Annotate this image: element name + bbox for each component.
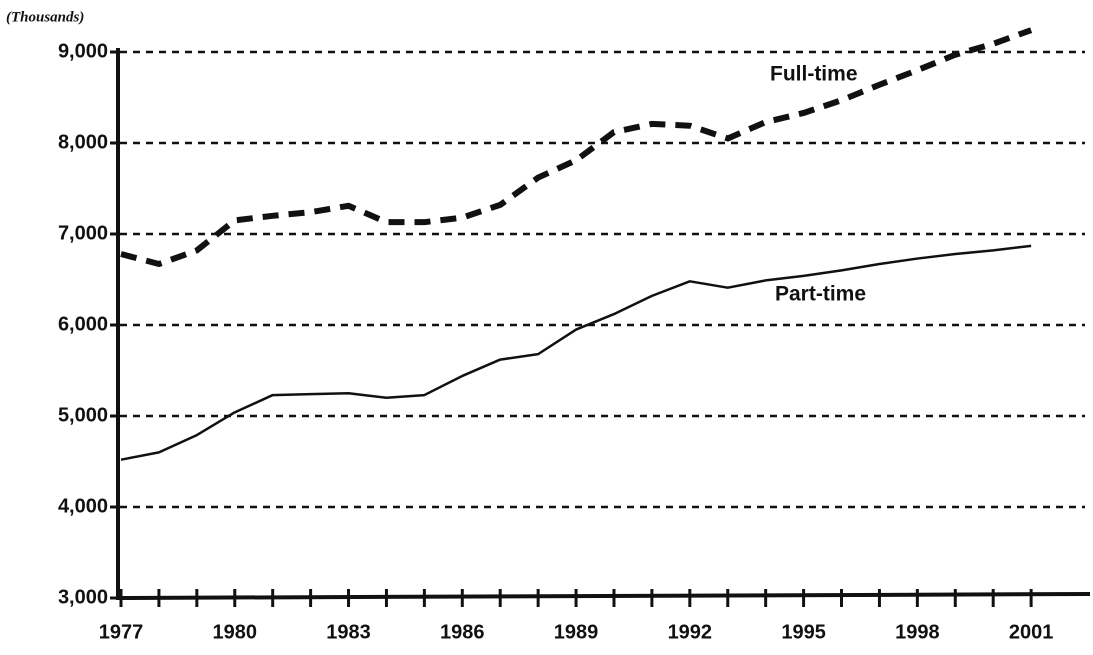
x-tick-label: 1998 bbox=[895, 621, 940, 643]
x-tick-label: 1992 bbox=[668, 621, 713, 643]
x-tick-label: 1977 bbox=[99, 621, 144, 643]
y-tick-label: 6,000 bbox=[58, 313, 108, 335]
y-axis-unit: (Thousands) bbox=[6, 9, 84, 25]
y-tick-label: 9,000 bbox=[58, 40, 108, 62]
x-tick-label: 1986 bbox=[440, 621, 485, 643]
x-tick-label: 2001 bbox=[1009, 621, 1054, 643]
x-tick-label: 1980 bbox=[213, 621, 258, 643]
x-tick-label: 1989 bbox=[554, 621, 599, 643]
series-label: Full-time bbox=[770, 63, 858, 86]
y-tick-label: 5,000 bbox=[58, 404, 108, 426]
y-tick-label: 3,000 bbox=[58, 586, 108, 608]
series-line bbox=[120, 27, 1033, 268]
y-tick-label: 4,000 bbox=[58, 495, 108, 517]
series-line bbox=[120, 244, 1032, 461]
x-axis bbox=[117, 592, 1091, 600]
x-tick-label: 1995 bbox=[781, 621, 826, 643]
series-label: Part-time bbox=[775, 283, 866, 306]
x-tick-label: 1983 bbox=[326, 621, 371, 643]
y-tick-label: 8,000 bbox=[58, 131, 108, 153]
y-tick-label: 7,000 bbox=[58, 222, 108, 244]
